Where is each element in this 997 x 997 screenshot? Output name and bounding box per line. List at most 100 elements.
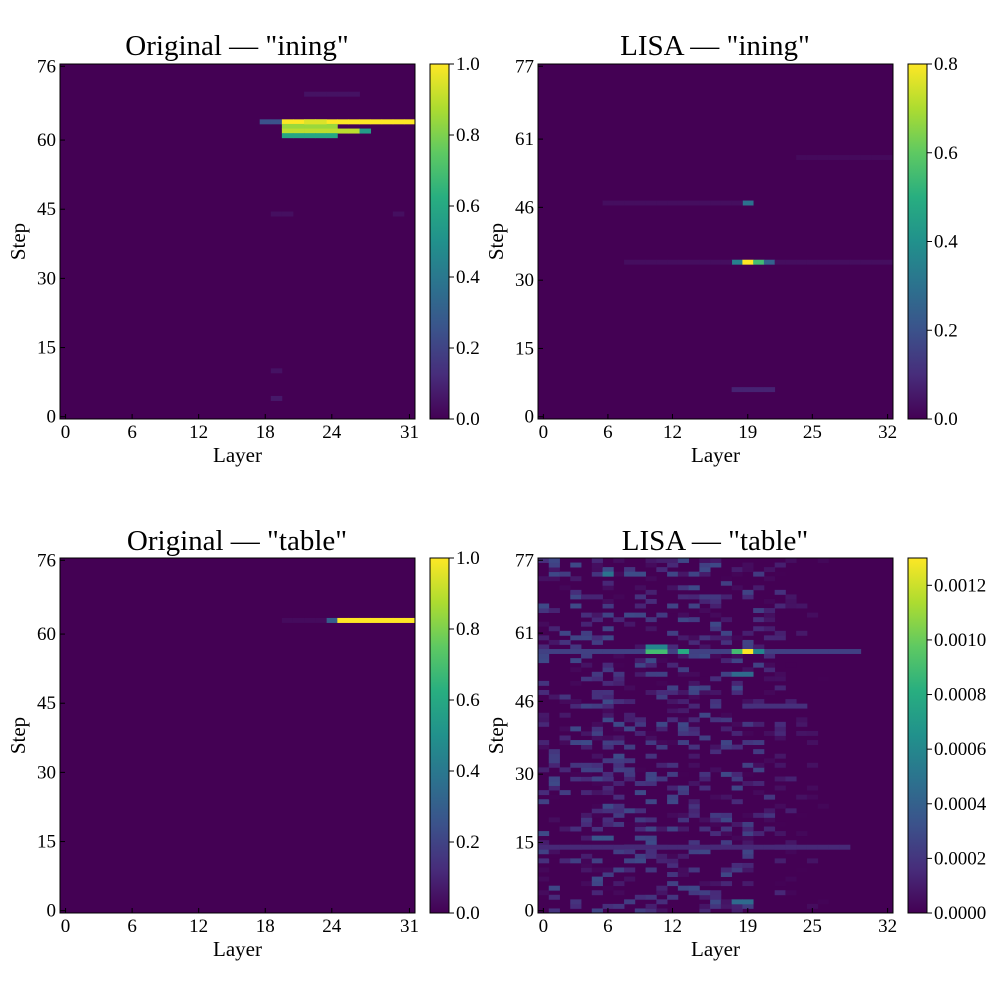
heatmap-cell: [742, 649, 754, 654]
heatmap-cell: [753, 721, 765, 727]
y-tick-label: 15: [37, 338, 56, 359]
heatmap-cell: [817, 803, 829, 809]
heatmap-cell: [613, 812, 625, 818]
heatmap-cell: [570, 594, 582, 600]
heatmap-cell: [688, 649, 700, 654]
heatmap-cell: [602, 740, 614, 745]
heatmap-cell: [699, 676, 711, 682]
heatmap-cell: [785, 844, 797, 850]
heatmap-cell: [817, 844, 829, 850]
heatmap-cell: [624, 717, 636, 723]
heatmap-cell: [710, 603, 722, 609]
heatmap-cell: [688, 730, 700, 736]
heatmap-cell: [720, 726, 733, 732]
x-tick-label: 19: [738, 422, 757, 443]
heatmap-cell: [763, 576, 776, 582]
heatmap-cell: [624, 259, 636, 265]
heatmap-cell: [602, 694, 614, 700]
heatmap-cell: [602, 872, 614, 877]
heatmap-cell: [710, 894, 722, 900]
heatmap-cell: [677, 649, 690, 654]
heatmap-cell: [602, 803, 614, 809]
heatmap-cell: [742, 567, 754, 573]
heatmap-cell: [785, 603, 797, 609]
heatmap-cell: [538, 653, 550, 659]
heatmap-cell: [774, 603, 786, 609]
heatmap-cell: [645, 644, 657, 650]
heatmap-cell: [667, 799, 679, 805]
heatmap-cell: [570, 703, 582, 709]
heatmap-cell: [538, 635, 550, 641]
heatmap-cell: [731, 903, 743, 909]
heatmap-cell: [667, 562, 679, 568]
heatmap-cell: [548, 894, 560, 900]
heatmap-cell: [613, 781, 625, 786]
heatmap-cell: [667, 812, 679, 818]
heatmap-cell: [731, 730, 743, 736]
heatmap-cell: [806, 844, 819, 850]
heatmap-cell: [796, 844, 808, 850]
heatmap-cell: [667, 785, 679, 791]
heatmap-cell: [742, 594, 754, 600]
heatmap-cell: [591, 753, 603, 759]
heatmap-cell: [720, 844, 733, 850]
heatmap-cell: [656, 744, 668, 750]
heatmap-cell: [796, 831, 808, 837]
heatmap-cell: [326, 91, 338, 97]
heatmap-cell: [304, 123, 316, 129]
heatmap-cell: [645, 903, 657, 909]
heatmap-cell: [602, 835, 614, 841]
heatmap-cell: [796, 867, 808, 873]
heatmap-cell: [667, 699, 679, 705]
heatmap-cell: [548, 849, 560, 855]
heatmap-cell: [667, 771, 679, 777]
heatmap-cell: [806, 858, 819, 864]
heatmap-cell: [710, 899, 722, 905]
heatmap-cell: [763, 844, 776, 850]
heatmap-cell: [613, 676, 625, 682]
heatmap-cell: [581, 844, 593, 850]
heatmap-cell: [624, 612, 636, 618]
heatmap-cell: [677, 571, 690, 577]
heatmap-cell: [688, 617, 700, 623]
heatmap-cell: [602, 858, 614, 864]
heatmap-cell: [710, 890, 722, 896]
heatmap-cell: [785, 703, 797, 709]
heatmap-cell: [688, 744, 700, 750]
heatmap-cell: [688, 762, 700, 768]
heatmap-cell: [570, 844, 582, 850]
heatmap-cell: [720, 899, 733, 905]
heatmap-cell: [581, 881, 593, 887]
heatmap-cell: [602, 662, 614, 668]
heatmap-cell: [591, 594, 603, 600]
heatmap-cell: [753, 740, 765, 745]
heatmap-cell: [710, 649, 722, 654]
heatmap-cell: [538, 558, 550, 563]
heatmap-cell: [688, 717, 700, 723]
heatmap-cell: [753, 571, 765, 577]
heatmap-cell: [667, 717, 679, 723]
heatmap-cell: [710, 703, 722, 709]
heatmap-cell: [645, 200, 657, 206]
heatmap-cell: [796, 649, 808, 654]
heatmap-cell: [731, 387, 743, 393]
heatmap-cell: [785, 662, 797, 668]
heatmap-cell: [591, 703, 603, 709]
heatmap-cell: [785, 808, 797, 814]
heatmap-cell: [753, 585, 765, 591]
heatmap-cell: [785, 649, 797, 654]
heatmap-cell: [602, 635, 614, 641]
heatmap-cell: [559, 844, 571, 850]
heatmap-cell: [591, 612, 603, 618]
heatmap-cell: [785, 849, 797, 855]
heatmap-cell: [602, 567, 614, 573]
heatmap-cell: [720, 831, 733, 837]
heatmap-cell: [591, 890, 603, 896]
heatmap-cell: [548, 885, 560, 891]
heatmap-cell: [688, 799, 700, 805]
heatmap-cell: [656, 762, 668, 768]
heatmap-cell: [806, 785, 819, 791]
heatmap-cell: [817, 649, 829, 654]
heatmap-cell: [602, 885, 614, 891]
heatmap-cell: [720, 630, 733, 636]
